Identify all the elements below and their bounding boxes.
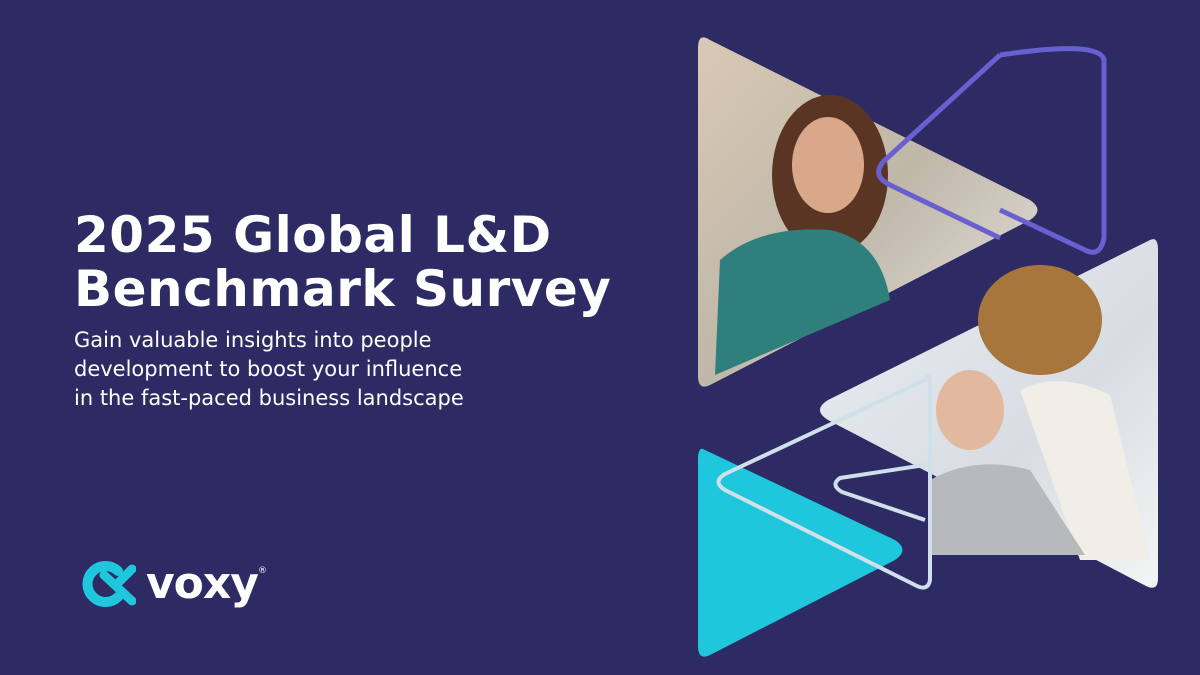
logo-name: voxy: [146, 558, 259, 609]
logo: voxy ®: [78, 558, 267, 609]
photo-jacket: [1020, 381, 1150, 560]
subtitle-line: Gain valuable insights into people: [74, 328, 432, 352]
title-line: Benchmark Survey: [74, 260, 612, 318]
photo-blazer: [930, 464, 1085, 555]
subtitle-line: in the fast-paced business landscape: [74, 386, 464, 410]
outline-chevron: [876, 46, 1107, 255]
outline-triangle: [716, 374, 932, 590]
title: 2025 Global L&D Benchmark Survey: [74, 208, 611, 316]
title-line: 2025 Global L&D: [74, 206, 552, 264]
photo-face: [792, 117, 864, 213]
cyan-triangle: [698, 448, 903, 657]
logo-icon: [82, 560, 136, 607]
subtitle-line: development to boost your influence: [74, 357, 463, 381]
photo-face: [936, 370, 1004, 450]
photo-shirt: [715, 229, 890, 375]
logo-registered: ®: [257, 566, 267, 576]
photo-hair: [978, 265, 1102, 375]
subtitle: Gain valuable insights into people devel…: [74, 326, 464, 413]
